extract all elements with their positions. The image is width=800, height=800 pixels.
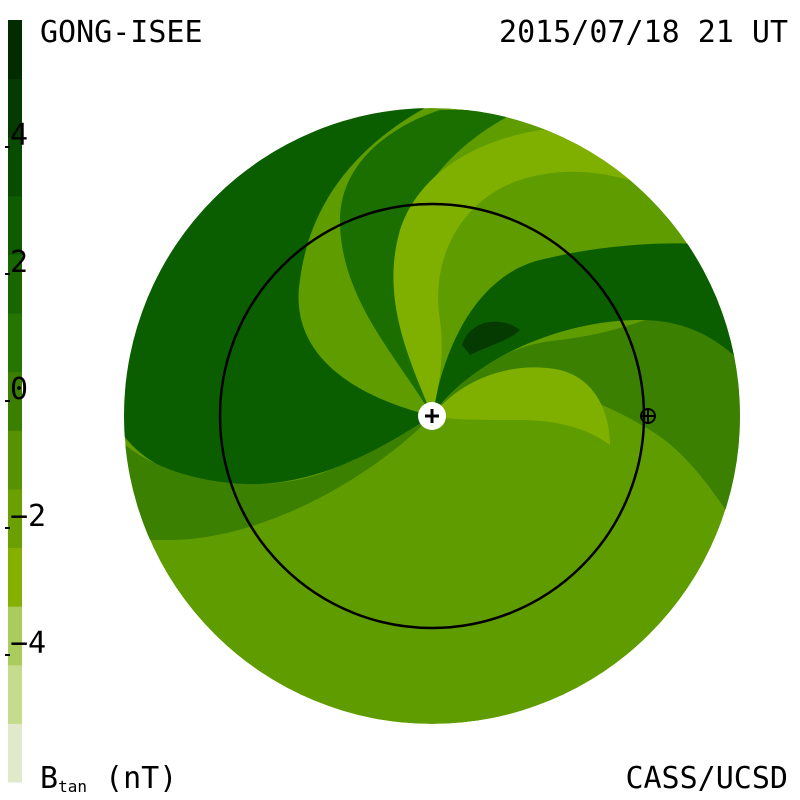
- sun-marker-icon: [418, 402, 446, 430]
- color-scale-bar: 4 2 0 −2 −4: [5, 20, 46, 783]
- field-region-mid-left: [124, 416, 432, 540]
- colorbar-tick-label: −2: [10, 499, 46, 534]
- field-region-core: [462, 321, 520, 355]
- unit-main: B: [40, 761, 59, 796]
- colorbar-segment: [8, 254, 22, 314]
- colorbar-tick-label: 0: [10, 372, 28, 407]
- field-region-light-upper: [393, 130, 680, 416]
- unit-label: Btan (nT): [40, 764, 177, 795]
- credit-label: CASS/UCSD: [625, 761, 788, 796]
- colorbar-segment: [8, 723, 22, 783]
- field-region-light-right: [432, 367, 610, 445]
- field-region-mid-upper: [340, 110, 520, 416]
- unit-sub: tan: [58, 777, 87, 796]
- colorbar-segment: [8, 20, 22, 80]
- colorbar-tick-label: 4: [10, 118, 28, 153]
- colorbar-segment: [8, 606, 22, 666]
- colorbar-segment: [8, 664, 22, 724]
- source-label: GONG-ISEE: [40, 15, 203, 50]
- earth-marker-icon: [640, 408, 656, 424]
- colorbar-segment: [8, 488, 22, 549]
- unit-rest: (nT): [86, 761, 178, 796]
- colorbar-tick-label: 2: [10, 245, 28, 280]
- datetime-label: 2015/07/18 21 UT: [499, 15, 788, 50]
- colorbar-segment: [8, 371, 22, 431]
- colorbar-segment: [8, 547, 22, 607]
- colorbar-segment: [8, 78, 22, 138]
- colorbar-segment: [8, 430, 22, 490]
- colorbar-segment: [8, 313, 22, 373]
- colorbar-tick-label: −4: [10, 626, 46, 661]
- field-region-dark-right: [432, 243, 740, 416]
- colorbar-segment: [8, 195, 22, 255]
- field-region-mid-right: [432, 260, 740, 560]
- colorbar-segment: [8, 137, 22, 197]
